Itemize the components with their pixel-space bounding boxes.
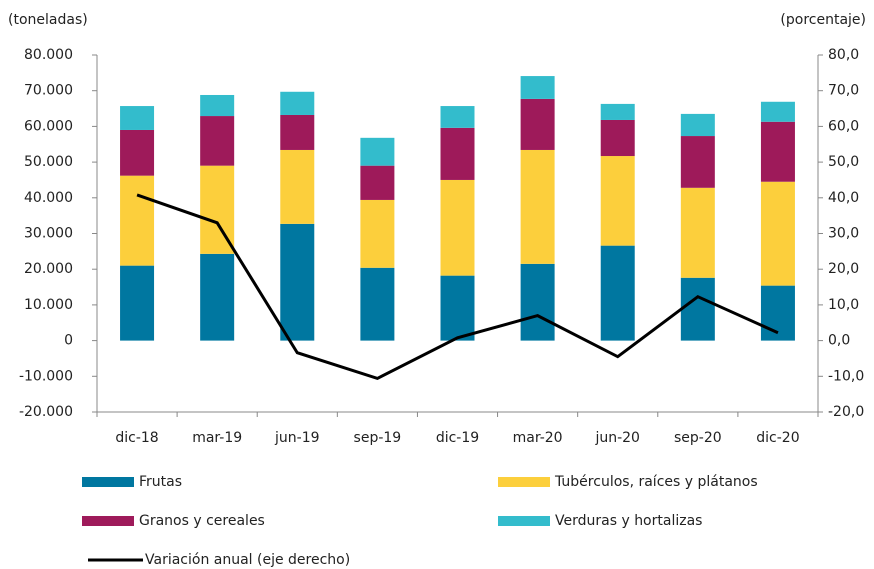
bar xyxy=(440,179,475,276)
line xyxy=(136,193,779,381)
y2-tick-label: 0,0 xyxy=(828,333,850,349)
bar xyxy=(680,187,715,278)
y2-tick-label: 70,0 xyxy=(828,83,859,99)
bar xyxy=(280,149,315,224)
bar xyxy=(760,101,795,122)
bar xyxy=(600,156,635,246)
y2-tick-label: 10,0 xyxy=(828,297,859,313)
bar xyxy=(200,94,235,117)
bar xyxy=(120,106,155,130)
y2-tick-label: 30,0 xyxy=(828,226,859,242)
y2-tick-label: 80,0 xyxy=(828,47,859,63)
y-tick-label: 50.000 xyxy=(24,154,73,170)
x-tick-label: mar-20 xyxy=(513,430,563,446)
x-tick-label: dic-19 xyxy=(436,430,479,446)
x-tick-label: jun-19 xyxy=(274,430,320,446)
bar xyxy=(360,137,395,166)
bar xyxy=(360,165,395,200)
bar xyxy=(440,127,475,180)
y-tick-label: 0 xyxy=(64,333,73,349)
bar xyxy=(760,121,795,182)
bar xyxy=(360,199,395,268)
bar xyxy=(200,253,235,341)
bar xyxy=(520,98,555,150)
legend-swatch xyxy=(82,516,134,526)
bar xyxy=(680,113,715,137)
bar xyxy=(440,275,475,341)
bar xyxy=(120,175,155,266)
legend-swatch xyxy=(82,477,134,487)
bar xyxy=(520,76,555,99)
bar xyxy=(600,103,635,120)
bar xyxy=(360,267,395,341)
x-tick-label: jun-20 xyxy=(594,430,640,446)
y-tick-label: -20.000 xyxy=(19,404,73,420)
y-tick-label: 40.000 xyxy=(24,190,73,206)
y-tick-label: 10.000 xyxy=(24,297,73,313)
legend-label: Granos y cereales xyxy=(139,513,265,529)
y2-axis-label: (porcentaje) xyxy=(780,12,866,28)
y-tick-label: 60.000 xyxy=(24,118,73,134)
x-tick-label: dic-18 xyxy=(115,430,158,446)
y-tick-label: 70.000 xyxy=(24,83,73,99)
bar xyxy=(680,277,715,341)
x-tick-label: dic-20 xyxy=(756,430,799,446)
legend-label: Verduras y hortalizas xyxy=(555,513,702,529)
bar xyxy=(680,136,715,188)
bar xyxy=(760,181,795,286)
x-tick-label: sep-20 xyxy=(674,430,722,446)
legend-label: Frutas xyxy=(139,474,182,490)
y2-tick-label: 60,0 xyxy=(828,118,859,134)
y2-tick-label: 40,0 xyxy=(828,190,859,206)
legend-label: Variación anual (eje derecho) xyxy=(145,552,350,568)
bar xyxy=(600,119,635,157)
bar xyxy=(120,129,155,176)
legend-swatch xyxy=(498,477,550,487)
y-tick-label: 30.000 xyxy=(24,226,73,242)
bar xyxy=(200,116,235,166)
bar xyxy=(280,223,315,341)
legend-swatch xyxy=(498,516,550,526)
bar xyxy=(520,149,555,264)
bar xyxy=(440,106,475,128)
x-tick-label: mar-19 xyxy=(192,430,242,446)
legend-label: Tubérculos, raíces y plátanos xyxy=(554,474,758,490)
y-tick-label: 20.000 xyxy=(24,261,73,277)
bar xyxy=(600,245,635,341)
bar xyxy=(280,114,315,150)
y2-tick-label: -10,0 xyxy=(828,368,864,384)
y-tick-label: 80.000 xyxy=(24,47,73,63)
x-tick-label: sep-19 xyxy=(354,430,402,446)
y2-tick-label: 20,0 xyxy=(828,261,859,277)
bar xyxy=(280,91,315,115)
bar xyxy=(520,263,555,341)
y-tick-label: -10.000 xyxy=(19,368,73,384)
y2-tick-label: -20,0 xyxy=(828,404,864,420)
y-axis-label: (toneladas) xyxy=(8,12,88,28)
y2-tick-label: 50,0 xyxy=(828,154,859,170)
bar xyxy=(120,265,155,341)
